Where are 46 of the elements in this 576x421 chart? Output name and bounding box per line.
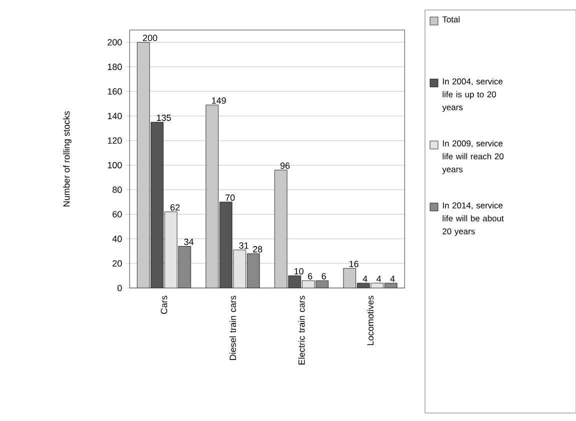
x-tick-label: Electric train cars <box>298 296 305 364</box>
bar <box>246 253 260 288</box>
data-label: 16 <box>350 260 358 268</box>
x-tick-label: Locomotives <box>366 296 374 346</box>
x-tick-label: Cars <box>160 296 168 314</box>
y-tick-label: 140 <box>108 112 122 120</box>
bar <box>219 202 232 288</box>
data-label: 4 <box>376 276 382 282</box>
y-tick-label: 100 <box>108 162 122 168</box>
y-tick-label: 200 <box>108 39 122 46</box>
bar <box>233 250 246 288</box>
bar <box>164 212 178 288</box>
bar <box>343 268 356 288</box>
bar <box>178 246 192 288</box>
data-label: 28 <box>253 246 262 252</box>
y-tick-label: 0 <box>118 284 122 292</box>
bar <box>274 170 288 288</box>
y-tick-label: 180 <box>108 64 122 70</box>
bar <box>206 104 219 288</box>
data-label: 34 <box>184 238 194 246</box>
data-label: 31 <box>239 242 248 249</box>
legend-label: Total <box>442 16 460 22</box>
data-label: 135 <box>157 114 171 121</box>
data-label: 10 <box>294 268 304 275</box>
data-label: 4 <box>390 276 395 282</box>
x-tick-label: Diesel train cars <box>229 296 236 360</box>
bar <box>150 122 164 288</box>
legend-label: In 2014, service life will be about 20 years <box>442 202 504 236</box>
y-tick-label: 20 <box>112 260 122 267</box>
y-axis-title: Number of rolling stocks <box>63 111 72 206</box>
data-label: 4 <box>362 276 368 282</box>
legend-label: In 2004, service life is up to 20 years <box>442 78 503 112</box>
data-label: 6 <box>322 273 326 280</box>
y-tick-label: 60 <box>112 211 122 218</box>
data-label: 70 <box>226 194 235 201</box>
data-label: 149 <box>212 97 226 104</box>
y-tick-label: 160 <box>108 88 122 95</box>
y-tick-label: 120 <box>108 137 122 144</box>
y-tick-label: 40 <box>112 236 122 242</box>
legend-label: In 2009, service life will reach 20 years <box>442 140 504 174</box>
bar <box>137 42 150 288</box>
data-label: 6 <box>308 273 312 280</box>
y-tick-label: 80 <box>112 186 122 193</box>
data-label: 200 <box>143 34 158 42</box>
data-label: 62 <box>170 204 180 211</box>
data-label: 96 <box>280 162 290 169</box>
